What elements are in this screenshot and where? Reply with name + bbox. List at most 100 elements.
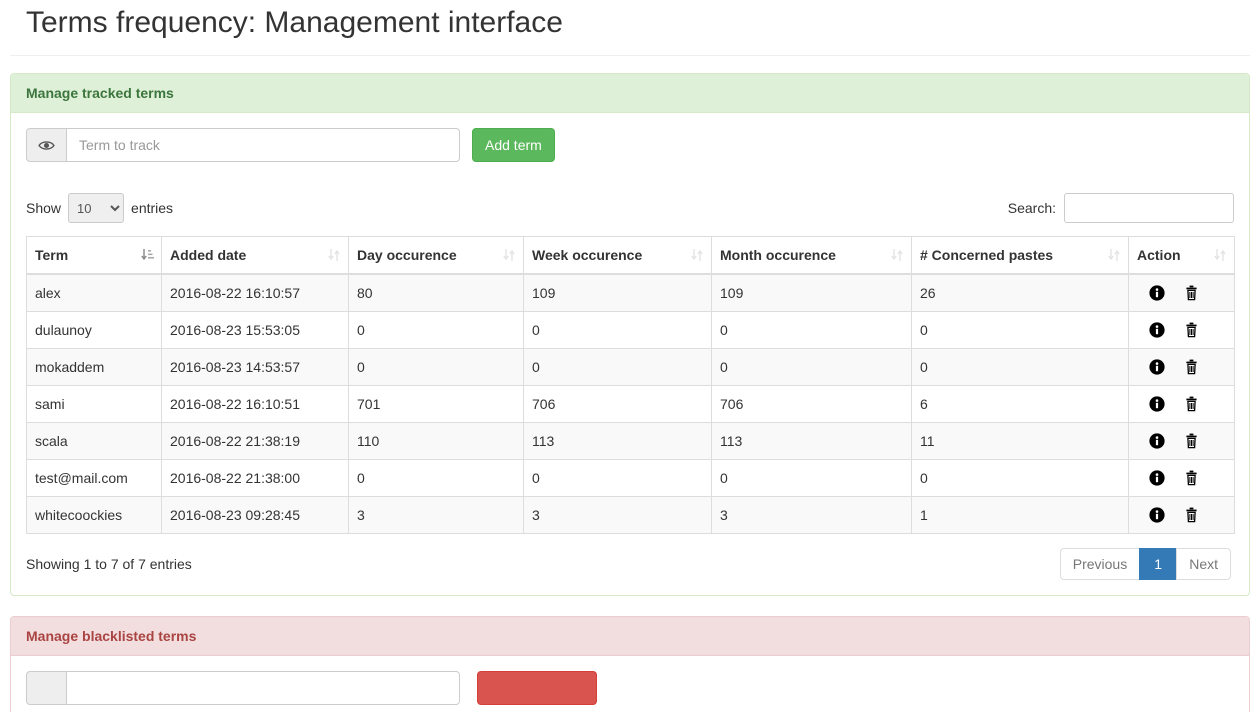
cell-month: 113 [711,422,912,460]
sort-both-icon [690,248,704,262]
blacklisted-terms-panel-body [11,656,1249,712]
cell-term: whitecoockies [26,496,162,534]
cell-action [1128,422,1235,460]
cell-added: 2016-08-22 21:38:19 [161,422,349,460]
table-row: whitecoockies 2016-08-23 09:28:45 3 3 3 1 [26,496,1235,534]
term-info-icon[interactable] [1149,396,1165,412]
cell-day: 80 [348,273,524,312]
sort-both-icon [327,248,341,262]
column-header-day-occurence[interactable]: Day occurence [348,236,524,275]
term-info-icon[interactable] [1149,322,1165,338]
pagination-next[interactable]: Next [1176,548,1231,580]
cell-week: 109 [523,273,712,312]
tracked-terms-panel-heading: Manage tracked terms [11,74,1249,113]
term-delete-trash-icon[interactable] [1184,285,1199,301]
cell-added: 2016-08-23 09:28:45 [161,496,349,534]
blacklist-add-button[interactable] [477,671,597,705]
cell-day: 701 [348,385,524,423]
blacklist-addon-icon [26,671,66,705]
cell-action [1128,459,1235,497]
pagination-page-1[interactable]: 1 [1139,548,1178,580]
page-size-select[interactable]: 10 [68,193,125,223]
cell-month: 706 [711,385,912,423]
column-header-added-date[interactable]: Added date [161,236,349,275]
cell-term: scala [26,422,162,460]
table-length-control: Show 10 entries [26,193,173,223]
cell-term: sami [26,385,162,423]
cell-day: 3 [348,496,524,534]
term-delete-trash-icon[interactable] [1184,322,1199,338]
pagination-previous[interactable]: Previous [1059,548,1141,580]
cell-pastes: 6 [911,385,1129,423]
cell-action [1128,385,1235,423]
cell-day: 110 [348,422,524,460]
cell-month: 0 [711,311,912,349]
cell-action [1128,311,1235,349]
cell-action [1128,348,1235,386]
cell-pastes: 11 [911,422,1129,460]
entries-label: entries [131,200,174,216]
blacklisted-terms-panel: Manage blacklisted terms [10,616,1250,712]
page-title: Terms frequency: Management interface [26,6,563,39]
cell-week: 0 [523,348,712,386]
term-to-track-input[interactable] [66,128,460,162]
cell-term: mokaddem [26,348,162,386]
page-header: Terms frequency: Management interface [10,0,1250,56]
table-body: alex 2016-08-22 16:10:57 80 109 109 26 dulauno… [26,273,1235,534]
column-header-month-occurence[interactable]: Month occurence [711,236,912,275]
cell-term: alex [26,273,162,312]
term-info-icon[interactable] [1149,285,1165,301]
sort-both-icon [502,248,516,262]
term-delete-trash-icon[interactable] [1184,359,1199,375]
blacklisted-terms-panel-heading: Manage blacklisted terms [11,617,1249,656]
cell-month: 0 [711,459,912,497]
tracked-terms-panel-body: Add term Show 10 entries Search: [11,113,1249,595]
cell-added: 2016-08-23 14:53:57 [161,348,349,386]
term-delete-trash-icon[interactable] [1184,470,1199,486]
cell-pastes: 0 [911,311,1129,349]
term-info-icon[interactable] [1149,507,1165,523]
cell-day: 0 [348,459,524,497]
cell-term: test@mail.com [26,459,162,497]
table-search-control: Search: [1008,193,1234,223]
table-row: mokaddem 2016-08-23 14:53:57 0 0 0 0 [26,348,1235,386]
table-info: Showing 1 to 7 of 7 entries [26,556,192,572]
cell-added: 2016-08-23 15:53:05 [161,311,349,349]
cell-action [1128,273,1235,312]
eye-icon [26,128,66,162]
table-row: test@mail.com 2016-08-22 21:38:00 0 0 0 0 [26,459,1235,497]
column-header-week-occurence[interactable]: Week occurence [523,236,712,275]
term-info-icon[interactable] [1149,470,1165,486]
cell-pastes: 0 [911,459,1129,497]
term-delete-trash-icon[interactable] [1184,507,1199,523]
search-input[interactable] [1064,193,1234,223]
cell-month: 0 [711,348,912,386]
term-delete-trash-icon[interactable] [1184,433,1199,449]
cell-day: 0 [348,348,524,386]
term-delete-trash-icon[interactable] [1184,396,1199,412]
tracked-terms-panel: Manage tracked terms Add term Show 10 [10,73,1250,596]
column-header-action[interactable]: Action [1128,236,1235,275]
term-info-icon[interactable] [1149,359,1165,375]
cell-added: 2016-08-22 16:10:51 [161,385,349,423]
cell-term: dulaunoy [26,311,162,349]
blacklist-term-input[interactable] [66,671,460,705]
cell-added: 2016-08-22 21:38:00 [161,459,349,497]
pagination: Previous 1 Next [1059,548,1231,580]
tracked-terms-table: Term Added date [26,236,1235,534]
table-row: alex 2016-08-22 16:10:57 80 109 109 26 [26,273,1235,312]
cell-week: 3 [523,496,712,534]
term-info-icon[interactable] [1149,433,1165,449]
table-row: dulaunoy 2016-08-23 15:53:05 0 0 0 0 [26,311,1235,349]
cell-added: 2016-08-22 16:10:57 [161,273,349,312]
column-header-concerned-pastes[interactable]: # Concerned pastes [911,236,1129,275]
cell-day: 0 [348,311,524,349]
sort-both-icon [890,248,904,262]
column-header-term[interactable]: Term [26,236,162,275]
sort-both-icon [1213,248,1227,262]
term-input-group [26,128,460,162]
add-term-button[interactable]: Add term [472,128,555,162]
cell-month: 109 [711,273,912,312]
show-label: Show [26,200,62,216]
cell-pastes: 26 [911,273,1129,312]
